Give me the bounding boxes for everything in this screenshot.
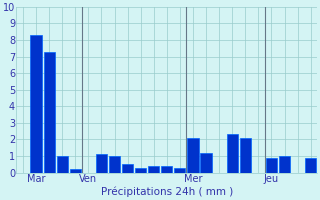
Bar: [305, 158, 316, 173]
Bar: [174, 168, 186, 173]
Bar: [227, 134, 238, 173]
Bar: [30, 35, 42, 173]
Bar: [135, 168, 146, 173]
Bar: [279, 156, 290, 173]
Bar: [148, 166, 159, 173]
Bar: [109, 156, 120, 173]
Bar: [57, 156, 68, 173]
Bar: [70, 169, 81, 173]
Bar: [266, 158, 277, 173]
Bar: [122, 164, 133, 173]
Bar: [188, 138, 198, 173]
Bar: [161, 166, 172, 173]
Bar: [201, 153, 212, 173]
Bar: [44, 52, 55, 173]
Bar: [96, 154, 107, 173]
Bar: [240, 138, 251, 173]
X-axis label: Précipitations 24h ( mm ): Précipitations 24h ( mm ): [101, 187, 233, 197]
